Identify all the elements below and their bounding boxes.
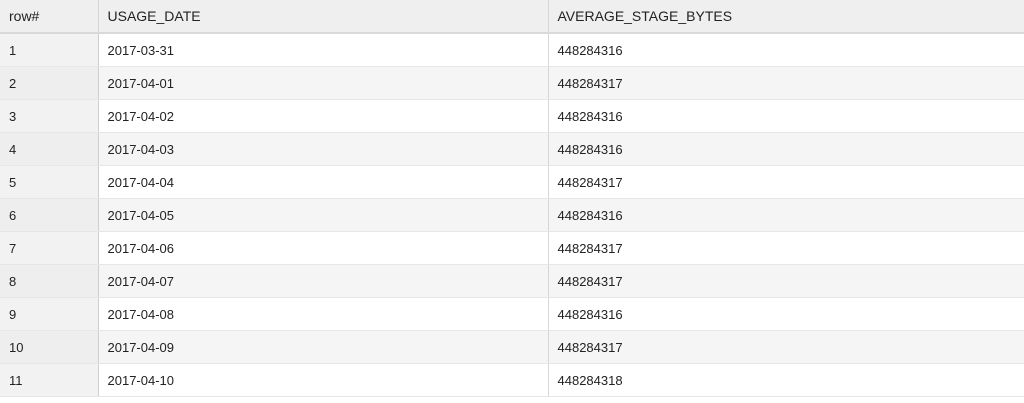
usage-date-cell[interactable]: 2017-04-06: [98, 231, 549, 265]
average-stage-bytes-cell[interactable]: 448284316: [548, 132, 1024, 166]
row-number-cell[interactable]: 3: [0, 99, 99, 133]
row-number-cell[interactable]: 5: [0, 165, 99, 199]
table-row[interactable]: 7 2017-04-06 448284317: [0, 231, 1024, 265]
average-stage-bytes-cell[interactable]: 448284316: [548, 99, 1024, 133]
column-header-usage-date[interactable]: USAGE_DATE: [98, 0, 549, 34]
table-row[interactable]: 1 2017-03-31 448284316: [0, 33, 1024, 67]
table-row[interactable]: 5 2017-04-04 448284317: [0, 165, 1024, 199]
row-number-cell[interactable]: 1: [0, 33, 99, 67]
usage-date-cell[interactable]: 2017-03-31: [98, 33, 549, 67]
usage-date-cell[interactable]: 2017-04-03: [98, 132, 549, 166]
usage-date-cell[interactable]: 2017-04-09: [98, 330, 549, 364]
average-stage-bytes-cell[interactable]: 448284316: [548, 198, 1024, 232]
table-row[interactable]: 3 2017-04-02 448284316: [0, 99, 1024, 133]
row-number-cell[interactable]: 2: [0, 66, 99, 100]
usage-date-cell[interactable]: 2017-04-02: [98, 99, 549, 133]
row-number-cell[interactable]: 4: [0, 132, 99, 166]
table-row[interactable]: 11 2017-04-10 448284318: [0, 363, 1024, 397]
row-number-cell[interactable]: 8: [0, 264, 99, 298]
usage-date-cell[interactable]: 2017-04-10: [98, 363, 549, 397]
table-row[interactable]: 10 2017-04-09 448284317: [0, 330, 1024, 364]
table-row[interactable]: 8 2017-04-07 448284317: [0, 264, 1024, 298]
table-row[interactable]: 2 2017-04-01 448284317: [0, 66, 1024, 100]
row-number-cell[interactable]: 6: [0, 198, 99, 232]
column-header-row-number[interactable]: row#: [0, 0, 99, 34]
average-stage-bytes-cell[interactable]: 448284317: [548, 231, 1024, 265]
table-row[interactable]: 9 2017-04-08 448284316: [0, 297, 1024, 331]
usage-date-cell[interactable]: 2017-04-07: [98, 264, 549, 298]
table-row[interactable]: 4 2017-04-03 448284316: [0, 132, 1024, 166]
average-stage-bytes-cell[interactable]: 448284316: [548, 33, 1024, 67]
usage-date-cell[interactable]: 2017-04-05: [98, 198, 549, 232]
table-row[interactable]: 6 2017-04-05 448284316: [0, 198, 1024, 232]
row-number-cell[interactable]: 7: [0, 231, 99, 265]
row-number-cell[interactable]: 9: [0, 297, 99, 331]
average-stage-bytes-cell[interactable]: 448284317: [548, 165, 1024, 199]
average-stage-bytes-cell[interactable]: 448284317: [548, 330, 1024, 364]
usage-date-cell[interactable]: 2017-04-04: [98, 165, 549, 199]
usage-date-cell[interactable]: 2017-04-08: [98, 297, 549, 331]
header-row: row# USAGE_DATE AVERAGE_STAGE_BYTES: [0, 0, 1024, 34]
average-stage-bytes-cell[interactable]: 448284317: [548, 264, 1024, 298]
column-header-average-stage-bytes[interactable]: AVERAGE_STAGE_BYTES: [548, 0, 1024, 34]
row-number-cell[interactable]: 11: [0, 363, 99, 397]
average-stage-bytes-cell[interactable]: 448284318: [548, 363, 1024, 397]
usage-date-cell[interactable]: 2017-04-01: [98, 66, 549, 100]
average-stage-bytes-cell[interactable]: 448284316: [548, 297, 1024, 331]
row-number-cell[interactable]: 10: [0, 330, 99, 364]
average-stage-bytes-cell[interactable]: 448284317: [548, 66, 1024, 100]
table-body: 1 2017-03-31 448284316 2 2017-04-01 448284317…: [0, 33, 1024, 397]
